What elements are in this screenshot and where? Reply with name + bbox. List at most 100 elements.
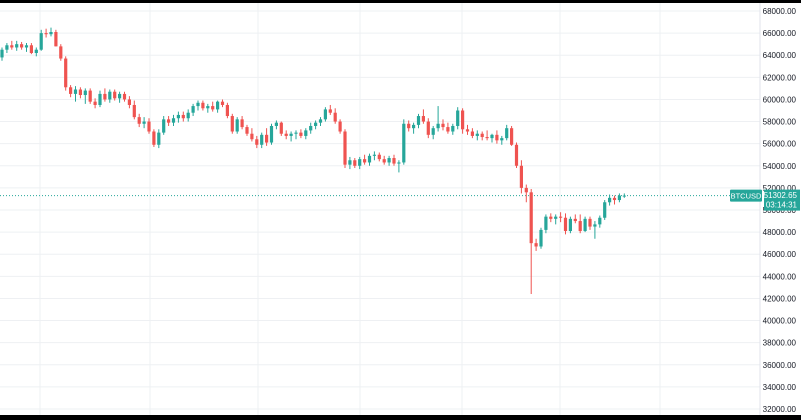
candle[interactable] <box>367 153 372 166</box>
candle[interactable] <box>544 214 548 234</box>
candle[interactable] <box>309 122 313 134</box>
candle[interactable] <box>328 104 332 115</box>
candle[interactable] <box>470 128 474 139</box>
candle[interactable] <box>412 122 416 134</box>
candle[interactable] <box>186 109 190 122</box>
candle[interactable] <box>265 128 269 146</box>
candle[interactable] <box>549 213 553 223</box>
candle[interactable] <box>534 238 538 251</box>
candle[interactable] <box>240 116 244 130</box>
candle[interactable] <box>514 142 519 168</box>
candle[interactable] <box>39 29 43 51</box>
candle[interactable] <box>230 113 234 134</box>
candle[interactable] <box>269 123 274 145</box>
candle[interactable] <box>157 129 161 149</box>
candle[interactable] <box>377 152 381 162</box>
candle[interactable] <box>54 29 58 47</box>
candle[interactable] <box>284 130 288 140</box>
candle[interactable] <box>0 47 4 61</box>
candle[interactable] <box>529 188 533 295</box>
candle[interactable] <box>152 129 156 147</box>
candle[interactable] <box>402 119 406 165</box>
candle[interactable] <box>201 100 205 111</box>
candle[interactable] <box>358 156 362 170</box>
candle[interactable] <box>147 118 151 134</box>
candle[interactable] <box>612 195 617 205</box>
candle[interactable] <box>49 27 53 37</box>
candle[interactable] <box>206 103 210 113</box>
candle[interactable] <box>416 113 421 129</box>
candle[interactable] <box>15 40 19 51</box>
candle[interactable] <box>34 47 38 57</box>
candle[interactable] <box>539 227 543 249</box>
candle[interactable] <box>260 132 264 149</box>
candle[interactable] <box>78 87 82 99</box>
candle[interactable] <box>323 107 327 122</box>
candle[interactable] <box>505 124 509 141</box>
candle[interactable] <box>93 98 97 109</box>
candle[interactable] <box>69 85 73 98</box>
candle[interactable] <box>304 128 308 140</box>
candle[interactable] <box>343 129 347 168</box>
candle[interactable] <box>524 184 528 203</box>
candle[interactable] <box>456 107 460 130</box>
candle[interactable] <box>171 114 176 126</box>
candle[interactable] <box>274 120 278 130</box>
candle[interactable] <box>392 154 396 166</box>
candle[interactable] <box>559 212 563 223</box>
candle[interactable] <box>83 88 87 104</box>
candle[interactable] <box>461 108 465 134</box>
candle[interactable] <box>603 200 607 220</box>
candle[interactable] <box>485 130 489 141</box>
candle[interactable] <box>122 91 127 102</box>
candle[interactable] <box>132 100 136 120</box>
candle[interactable] <box>554 214 558 225</box>
candle[interactable] <box>220 99 225 108</box>
candle[interactable] <box>353 158 357 168</box>
candle[interactable] <box>294 130 298 140</box>
candle[interactable] <box>73 86 78 102</box>
candle[interactable] <box>59 44 63 61</box>
candle[interactable] <box>407 120 411 132</box>
candle[interactable] <box>289 131 293 142</box>
candle[interactable] <box>421 109 425 124</box>
candle[interactable] <box>475 130 479 141</box>
candle[interactable] <box>5 43 9 54</box>
candle[interactable] <box>622 193 626 198</box>
candle[interactable] <box>387 155 391 166</box>
candle[interactable] <box>176 111 180 123</box>
candle[interactable] <box>216 100 220 113</box>
candle[interactable] <box>162 116 166 135</box>
candle[interactable] <box>397 160 401 173</box>
candle[interactable] <box>372 151 376 161</box>
candle[interactable] <box>446 122 450 134</box>
candle[interactable] <box>363 154 367 165</box>
candle[interactable] <box>29 43 33 55</box>
candle[interactable] <box>225 102 229 119</box>
candle[interactable] <box>196 100 200 111</box>
candle[interactable] <box>250 128 254 142</box>
candles[interactable] <box>0 27 626 295</box>
candle[interactable] <box>436 106 440 132</box>
candle[interactable] <box>314 120 318 130</box>
candle[interactable] <box>495 130 499 144</box>
candle[interactable] <box>490 133 494 143</box>
candle[interactable] <box>142 117 146 129</box>
candle[interactable] <box>299 129 303 139</box>
candle[interactable] <box>98 90 102 108</box>
candle[interactable] <box>578 214 582 234</box>
candle[interactable] <box>568 216 572 234</box>
candle[interactable] <box>465 124 470 135</box>
candle[interactable] <box>510 125 514 146</box>
candle[interactable] <box>441 119 445 131</box>
candle[interactable] <box>279 121 283 136</box>
candle[interactable] <box>255 135 259 149</box>
candle[interactable] <box>348 156 352 170</box>
candle[interactable] <box>88 88 92 104</box>
candle[interactable] <box>382 155 386 165</box>
candle[interactable] <box>583 216 587 233</box>
candle[interactable] <box>245 124 249 136</box>
candle[interactable] <box>10 40 14 50</box>
